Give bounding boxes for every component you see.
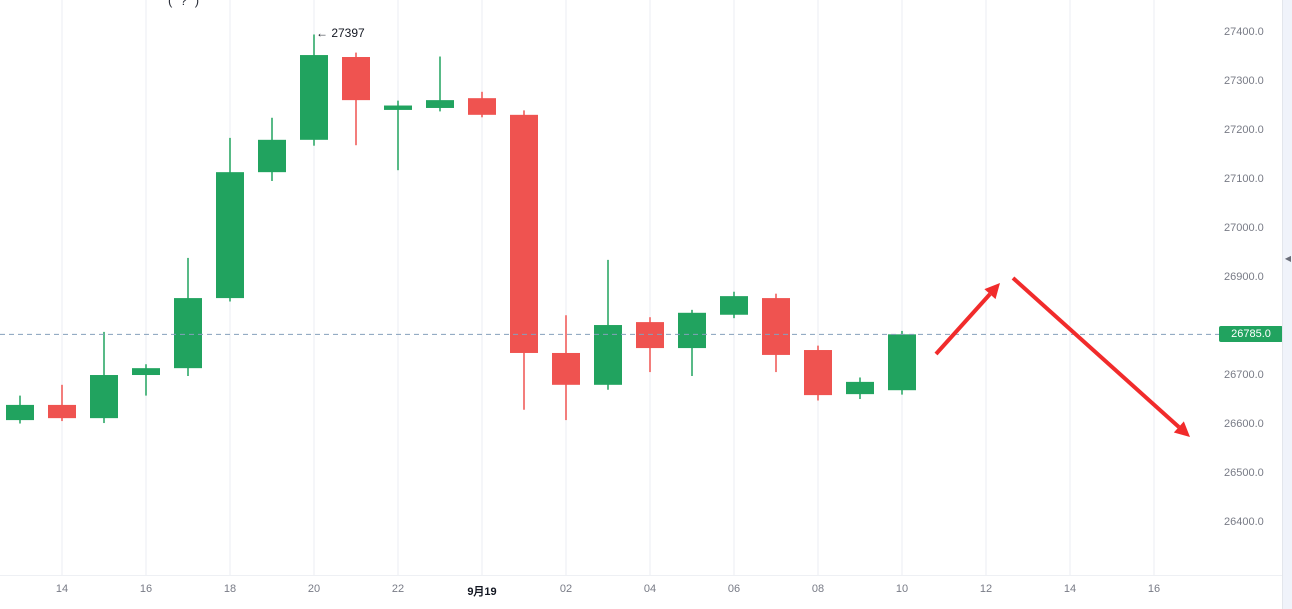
candle-up (216, 172, 244, 299)
candle-up (384, 105, 412, 110)
candle-up (846, 381, 874, 395)
candlestick-chart[interactable] (0, 0, 1219, 575)
candle-up (258, 139, 286, 173)
candle-up (174, 298, 202, 369)
candle-up (720, 296, 748, 315)
candle-up (300, 55, 328, 140)
candle-down (762, 298, 790, 355)
time-tick-label: 14 (55, 583, 69, 595)
candle-up (594, 325, 622, 385)
candle-down (552, 352, 580, 385)
trend-arrow-head[interactable] (984, 283, 1000, 300)
clipped-toolbar-fragment: ( ? ) (168, 0, 201, 9)
price-tick-label: 27100.0 (1224, 173, 1264, 185)
right-panel-strip: ◀ (1282, 0, 1292, 609)
time-tick-label: 16 (1147, 583, 1161, 595)
price-tick-label: 26600.0 (1224, 418, 1264, 430)
last-price-label: 26785.0 (1231, 328, 1271, 341)
time-tick-label: 16 (139, 583, 153, 595)
last-price-badge: 26785.0 (1219, 326, 1283, 343)
candle-up (678, 312, 706, 349)
trend-arrow-line[interactable] (934, 292, 992, 356)
time-tick-label: 18 (223, 583, 237, 595)
time-tick-label: 04 (643, 583, 657, 595)
time-tick-label: 10 (895, 583, 909, 595)
time-tick-label: 14 (1063, 583, 1077, 595)
price-tick-label: 26500.0 (1224, 467, 1264, 479)
time-tick-label: 22 (391, 583, 405, 595)
time-tick-label: 20 (307, 583, 321, 595)
trend-arrow-head[interactable] (1173, 421, 1190, 437)
price-tick-label: 27200.0 (1224, 124, 1264, 136)
time-tick-label: 12 (979, 583, 993, 595)
time-tick-label: 02 (559, 583, 573, 595)
panel-collapse-arrow-icon[interactable]: ◀ (1284, 254, 1292, 263)
candle-up (888, 334, 916, 391)
time-tick-label: 08 (811, 583, 825, 595)
price-tick-label: 26700.0 (1224, 369, 1264, 381)
candle-up (90, 375, 118, 419)
candle-up (6, 404, 34, 421)
trend-arrow-line[interactable] (1011, 276, 1181, 429)
price-tick-label: 27400.0 (1224, 26, 1264, 38)
candle-up (132, 368, 160, 376)
price-tick-label: 26400.0 (1224, 516, 1264, 528)
price-tick-label: 27300.0 (1224, 75, 1264, 87)
time-tick-label: 9月19 (467, 586, 497, 598)
clipped-toolbar-text: ( ? ) (168, 0, 202, 8)
time-axis[interactable]: 14 16 18 20 22 9月19 02 04 06 08 10 12 14 16 (0, 575, 1282, 609)
candle-down (804, 350, 832, 396)
candle-down (510, 114, 538, 353)
price-axis[interactable]: 27400.0 27300.0 27200.0 27100.0 27000.0 26900… (1219, 0, 1282, 575)
candle-down (342, 57, 370, 101)
candle-up (426, 100, 454, 108)
candle-down (636, 322, 664, 349)
price-tick-label: 26900.0 (1224, 271, 1264, 283)
price-tick-label: 27000.0 (1224, 222, 1264, 234)
time-tick-label: 06 (727, 583, 741, 595)
high-price-note: ← 27397 (316, 26, 365, 40)
candle-down (468, 98, 496, 115)
candle-down (48, 404, 76, 419)
